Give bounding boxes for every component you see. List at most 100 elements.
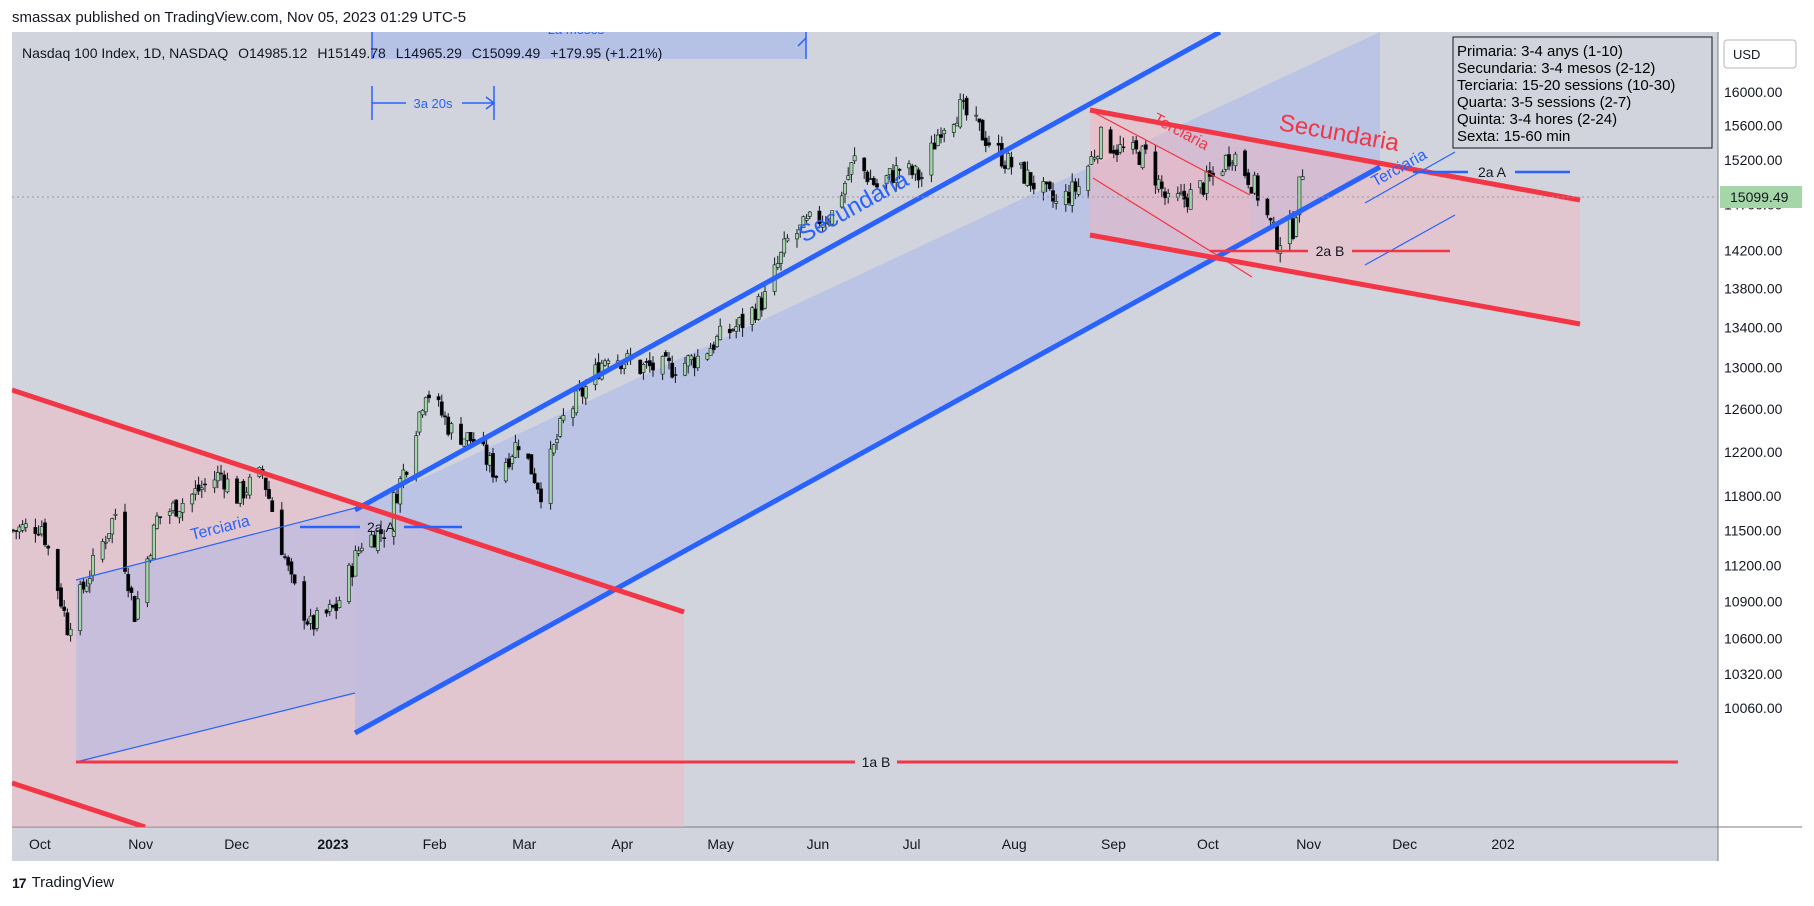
blue-secondary-zone (355, 32, 1380, 733)
candle-body-204 (919, 177, 924, 179)
candle-body-175 (795, 233, 799, 240)
price-tick-12: 11200.00 (1724, 557, 1782, 573)
candle-body-174 (785, 237, 790, 242)
price-tick-8: 12600.00 (1724, 401, 1783, 417)
candle-body-225 (1019, 162, 1023, 165)
candle-body-216 (977, 118, 982, 123)
candle-body-159 (718, 325, 723, 341)
red-primary-upper (12, 387, 685, 615)
candle-body-24 (113, 513, 118, 516)
candle-body-288 (1297, 176, 1302, 216)
legend-line-5: Quinta: 3-4 hores (2-24) (1457, 111, 1617, 128)
blue-tertiary-upper-right (1364, 151, 1456, 204)
candle-body-95 (436, 396, 441, 401)
candle-body-41 (193, 488, 198, 495)
candle-body-215 (974, 114, 979, 117)
candle-body-199 (897, 168, 902, 171)
candle-body-185 (839, 195, 844, 208)
candle-body-28 (132, 595, 137, 623)
candle-body-243 (1095, 156, 1100, 160)
candle-body-101 (462, 438, 467, 447)
candle-body-286 (1291, 218, 1295, 239)
symbol-ohlc-line: Nasdaq 100 Index, 1D, NASDAQ O14985.12 H… (22, 45, 662, 61)
candle-body-275 (1243, 150, 1247, 176)
candle-body-143 (647, 360, 652, 367)
candle-body-52 (241, 480, 246, 499)
candle-body-228 (1028, 172, 1033, 186)
candle-body-202 (913, 165, 918, 175)
candle-body-49 (225, 478, 230, 493)
candle-body-164 (740, 313, 745, 329)
candle-body-91 (417, 411, 422, 433)
duration-2a-label: 2a meses (548, 22, 605, 37)
price-tick-13: 10900.00 (1724, 594, 1783, 610)
time-tick-5: Mar (512, 836, 536, 852)
candle-body-150 (683, 362, 687, 376)
candle-body-21 (103, 541, 108, 544)
candle-body-259 (1166, 193, 1171, 198)
candle-body-238 (1073, 181, 1078, 192)
candle-body-22 (107, 533, 111, 539)
candle-body-266 (1201, 182, 1206, 195)
candle-body-79 (359, 547, 364, 552)
candle-body-67 (308, 615, 313, 624)
candle-body-61 (283, 556, 287, 558)
candle-body-149 (673, 374, 678, 376)
candle-body-274 (1233, 153, 1238, 167)
candle-body-180 (817, 210, 822, 225)
price-tick-14: 10600.00 (1724, 631, 1783, 647)
candle-body-188 (849, 162, 854, 175)
candle-body-276 (1246, 172, 1251, 186)
time-tick-10: Aug (1002, 836, 1027, 852)
candle-body-248 (1118, 144, 1123, 153)
candle-body-60 (279, 509, 284, 556)
candle-body-119 (539, 488, 543, 503)
candle-body-165 (750, 307, 755, 325)
candle-body-212 (958, 99, 963, 128)
candle-body-234 (1054, 201, 1059, 204)
candle-body-128 (580, 387, 585, 397)
time-axis[interactable]: Oct Nov Dec 2023 Feb Mar Apr May Jun Jul Aug Sep Oct… (29, 836, 1515, 852)
currency-selector[interactable]: USD (1723, 39, 1797, 69)
candle-body-86 (395, 493, 399, 504)
candle-body-106 (484, 444, 489, 465)
red-channel-upper (1089, 107, 1581, 203)
legend-line-6: Sexta: 15-60 min (1457, 128, 1570, 145)
candle-body-207 (935, 134, 940, 147)
candle-body-54 (247, 476, 252, 496)
red-primary-zone (12, 390, 684, 827)
label-2a-a-right: 2a A (1478, 164, 1507, 180)
price-axis[interactable]: 16000.0015600.0015200.0014700.0014200.00… (1724, 84, 1783, 716)
candle-body-203 (916, 169, 921, 181)
candle-body-181 (820, 222, 825, 228)
candle-body-210 (951, 124, 956, 133)
price-tick-15: 10320.00 (1724, 666, 1783, 682)
candle-body-191 (865, 171, 870, 183)
candle-body-144 (651, 362, 655, 371)
candle-body-65 (302, 581, 307, 621)
candle-body-264 (1188, 189, 1193, 210)
candle-body-283 (1275, 224, 1279, 253)
red-primary-lower (12, 780, 146, 827)
candle-body-218 (983, 137, 988, 147)
candle-body-69 (315, 610, 319, 629)
candle-body-240 (1086, 165, 1091, 191)
candle-body-227 (1025, 169, 1030, 186)
candle-body-137 (622, 363, 627, 370)
time-tick-14: Dec (1392, 836, 1417, 852)
red-tertiary-upper (1092, 111, 1251, 196)
candle-body-271 (1223, 155, 1228, 170)
candle-body-217 (980, 119, 985, 141)
candle-body-193 (871, 177, 876, 186)
candle-body-242 (1092, 157, 1097, 160)
candle-body-237 (1070, 181, 1075, 206)
candle-body-155 (705, 353, 710, 360)
candle-body-17 (84, 585, 89, 592)
candle-body-226 (1022, 161, 1027, 184)
candle-body-112 (510, 456, 515, 464)
duration-2a-arrow-tip (797, 37, 807, 47)
candle-body-129 (583, 386, 588, 399)
blue-tertiary-lower-left (75, 692, 356, 763)
candle-body-208 (939, 134, 943, 138)
